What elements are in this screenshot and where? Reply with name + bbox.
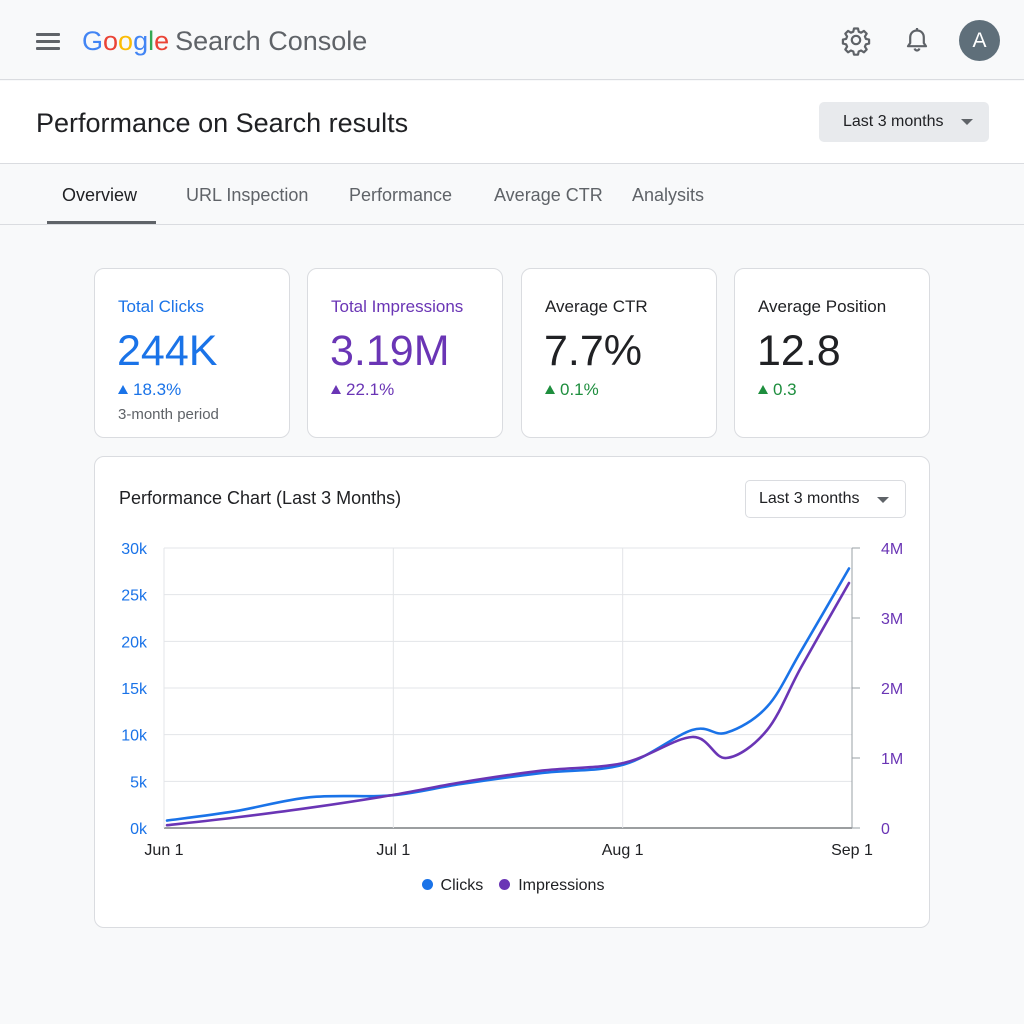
- x-axis-tick-label: Aug 1: [602, 842, 644, 859]
- metric-label: Average CTR: [545, 297, 648, 316]
- metric-label: Average Position: [758, 297, 887, 316]
- metric-card-average-ctr[interactable]: Average CTR 7.7% 0.1%: [521, 268, 717, 438]
- y-axis-left-tick-label: 0k: [130, 821, 148, 838]
- tab-overview[interactable]: Overview: [62, 185, 138, 205]
- performance-chart-card: 0k 5k 10k 15k 20k 25k 30k 0 1M 2M 3M 4M Jun 1 Jul 1 Au…: [94, 456, 930, 928]
- metric-card-total-impressions[interactable]: Total Impressions 3.19M 22.1%: [307, 268, 503, 438]
- y-axis-left-tick-label: 20k: [121, 634, 148, 651]
- chart-title: Performance Chart (Last 3 Months): [119, 488, 402, 508]
- tab-average-ctr[interactable]: Average CTR: [494, 185, 603, 205]
- brand-letter: e: [154, 26, 170, 56]
- date-range-label: Last 3 months: [843, 113, 944, 130]
- metric-period: 3-month period: [118, 406, 219, 423]
- chevron-down-icon: [877, 497, 889, 503]
- brand-letter: o: [118, 26, 134, 56]
- tab-analysits[interactable]: Analysits: [632, 185, 705, 205]
- google-wordmark: Google: [82, 26, 169, 56]
- legend-item-clicks[interactable]: Clicks: [421, 877, 484, 895]
- product-name: Search Console: [175, 26, 368, 56]
- x-axis-tick-label: Jun 1: [144, 842, 183, 859]
- brand-letter: g: [133, 26, 149, 56]
- x-axis-tick-label: Sep 1: [831, 842, 873, 859]
- page-header: Performance on Search results Last 3 mon…: [0, 81, 1024, 164]
- metric-label: Total Clicks: [118, 297, 204, 316]
- legend-item-impressions[interactable]: Impressions: [499, 877, 604, 895]
- metric-value: 3.19M: [330, 327, 450, 375]
- y-axis-left-tick-label: 25k: [121, 588, 148, 605]
- chart-range-label: Last 3 months: [759, 490, 860, 507]
- chevron-down-icon: [961, 119, 973, 125]
- metric-card-total-clicks[interactable]: Total Clicks 244K 18.3% 3-month period: [94, 268, 290, 438]
- active-tab-indicator: [47, 221, 156, 224]
- performance-chart: 0k 5k 10k 15k 20k 25k 30k 0 1M 2M 3M 4M Jun 1 Jul 1 Au…: [121, 541, 903, 859]
- hamburger-menu-icon[interactable]: [30, 26, 66, 56]
- y-axis-left-tick-label: 30k: [121, 541, 148, 558]
- metric-value: 244K: [117, 327, 218, 375]
- brand-letter: l: [148, 26, 155, 56]
- app-logo[interactable]: Google Search Console: [82, 24, 367, 58]
- series-line-clicks: [165, 567, 851, 822]
- legend-label: Clicks: [440, 877, 484, 894]
- metric-value: 7.7%: [544, 327, 643, 375]
- arrow-up-icon: [331, 385, 341, 394]
- legend-label: Impressions: [518, 877, 605, 894]
- y-axis-left-tick-label: 15k: [121, 681, 148, 698]
- avatar[interactable]: A: [959, 20, 1000, 61]
- arrow-up-icon: [118, 385, 128, 394]
- chart-legend: Clicks Impressions: [95, 877, 931, 895]
- legend-dot: [499, 879, 511, 890]
- tab-bar: Overview URL Inspection Performance Aver…: [0, 165, 1024, 225]
- brand-letter: G: [82, 26, 104, 56]
- y-axis-left-tick-label: 10k: [121, 728, 148, 745]
- metric-card-average-position[interactable]: Average Position 12.8 0.3: [734, 268, 930, 438]
- gear-icon[interactable]: [838, 22, 874, 58]
- date-range-dropdown[interactable]: Last 3 months: [819, 102, 989, 142]
- metric-change: 18.3%: [118, 380, 181, 400]
- top-app-bar: Google Search Console A: [0, 0, 1024, 80]
- y-axis-right-tick-label: 3M: [881, 611, 903, 628]
- page-title: Performance on Search results: [36, 108, 409, 138]
- arrow-up-icon: [758, 385, 768, 394]
- metric-change: 22.1%: [331, 380, 394, 400]
- bell-icon[interactable]: [899, 22, 935, 58]
- tab-url-inspection[interactable]: URL Inspection: [186, 185, 309, 205]
- metric-change: 0.1%: [545, 380, 599, 400]
- tab-performance[interactable]: Performance: [349, 185, 453, 205]
- x-axis-tick-label: Jul 1: [376, 842, 410, 859]
- metric-label: Total Impressions: [331, 297, 464, 316]
- arrow-up-icon: [545, 385, 555, 394]
- metric-value: 12.8: [757, 327, 841, 375]
- y-axis-left-tick-label: 5k: [130, 774, 148, 791]
- brand-letter: o: [103, 26, 119, 56]
- metric-change: 0.3: [758, 380, 797, 400]
- series-line-impressions: [165, 581, 851, 827]
- legend-dot: [421, 879, 433, 890]
- y-axis-right-tick-label: 4M: [881, 541, 903, 558]
- chart-range-dropdown[interactable]: Last 3 months: [745, 480, 906, 518]
- y-axis-right-tick-label: 1M: [881, 751, 903, 768]
- y-axis-right-tick-label: 0: [881, 821, 890, 838]
- y-axis-right-tick-label: 2M: [881, 681, 903, 698]
